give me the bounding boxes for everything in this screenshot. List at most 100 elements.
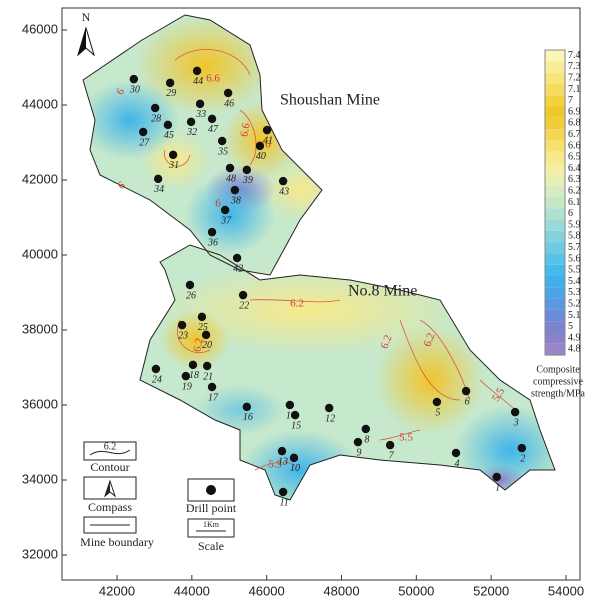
legend-label: Contour	[90, 460, 129, 474]
drill-point-label: 46	[224, 98, 234, 109]
drill-point	[150, 103, 160, 113]
y-tick-label: 44000	[22, 96, 58, 111]
colorbar-cell	[545, 174, 565, 186]
drill-point-label: 24	[152, 374, 162, 385]
contour-label: 6	[114, 86, 127, 97]
drill-point	[492, 472, 501, 482]
legend-scale-value: 1Km	[203, 520, 220, 529]
colorbar-cell	[545, 72, 565, 84]
drill-point-label: 40	[256, 151, 266, 162]
drill-point-label: 26	[186, 290, 196, 301]
colorbar-label: 5.1	[568, 310, 581, 321]
y-tick-label: 38000	[22, 321, 58, 336]
drill-point-label: 2	[520, 453, 525, 464]
drill-point	[207, 227, 217, 237]
legend-label: Mine boundary	[80, 535, 154, 549]
colorbar-label: 6.1	[568, 197, 581, 208]
colorbar-label: 5.3	[568, 287, 581, 298]
colorbar-label: 7.2	[568, 73, 581, 84]
drill-point	[217, 136, 227, 146]
drill-point-label: 11	[279, 497, 288, 508]
y-tick-label: 42000	[22, 171, 58, 186]
drill-point	[165, 78, 175, 88]
drill-point-label: 38	[230, 195, 241, 206]
drill-point-label: 34	[153, 184, 164, 195]
contour-label: 6	[265, 139, 271, 151]
drill-point-label: 13	[278, 456, 288, 467]
colorbar-label: 4.8	[568, 344, 581, 355]
x-tick-label: 52000	[473, 583, 509, 598]
colorbar-cell	[545, 253, 565, 265]
x-tick-label: 50000	[398, 583, 434, 598]
contour-label: 6.2	[422, 331, 438, 348]
drill-point	[207, 382, 217, 392]
colorbar-cell	[545, 242, 565, 254]
drill-point-label: 17	[208, 392, 219, 403]
colorbar-cell	[545, 298, 565, 310]
drill-point	[185, 280, 195, 290]
drill-point	[255, 141, 265, 151]
drill-point-label: 1	[495, 482, 500, 493]
colorbar-label: 5.4	[568, 276, 581, 287]
compass: N	[77, 10, 95, 57]
x-tick-label: 44000	[174, 583, 210, 598]
colorbar-cell	[545, 343, 565, 356]
frame	[61, 7, 581, 581]
colorbar-cell	[545, 163, 565, 175]
drill-point-label: 33	[195, 109, 206, 120]
colorbar-cell	[545, 151, 565, 163]
drill-point	[202, 361, 212, 371]
drill-point	[177, 320, 187, 330]
drill-point	[451, 448, 461, 458]
colorbar-cell	[545, 50, 565, 62]
colorbar-label: 5.9	[568, 219, 581, 230]
contour-label: 5.5	[268, 459, 282, 471]
legend: 6.2 Contour Compass Mine boundary Drill …	[80, 441, 237, 552]
colorbar-label: 7	[568, 95, 573, 106]
legend-label: Scale	[198, 539, 224, 553]
y-tick-label: 36000	[22, 396, 58, 411]
drill-point	[278, 487, 288, 497]
drill-point-label: 22	[239, 300, 249, 311]
drill-point-label: 16	[243, 412, 253, 423]
x-tick-label: 42000	[99, 583, 135, 598]
drill-point-label: 37	[220, 215, 232, 226]
colorbar-cell	[545, 219, 565, 231]
colorbar-cell	[545, 230, 565, 243]
drill-point-label: 39	[242, 175, 253, 186]
drill-point-label: 47	[208, 124, 219, 135]
colorbar-label: 5.8	[568, 231, 581, 242]
drill-point-label: 45	[164, 130, 174, 141]
colorbar-title: Composite	[536, 364, 580, 375]
contour-label: 6	[215, 198, 221, 210]
colorbar-cell	[545, 196, 565, 209]
drill-point-label: 42	[233, 263, 243, 274]
drill-point-label: 44	[193, 76, 203, 87]
drill-point-label: 20	[202, 340, 212, 351]
colorbar-label: 6.5	[568, 152, 581, 163]
drill-point	[242, 165, 252, 175]
contour-label: 6.2	[379, 333, 395, 350]
mine-boundary	[82, 14, 556, 501]
y-tick-label: 34000	[22, 471, 58, 486]
x-tick-label: 48000	[323, 583, 359, 598]
drill-point-label: 25	[198, 322, 208, 333]
drill-point	[188, 360, 198, 370]
drill-point	[232, 253, 242, 263]
drill-point	[289, 453, 299, 463]
drill-point-label: 19	[182, 381, 192, 392]
colorbar-title: strength/MPa	[531, 388, 585, 399]
colorbar-label: 5	[568, 321, 573, 332]
colorbar-label: 7.4	[568, 50, 581, 61]
drill-point	[432, 397, 442, 407]
legend-contour-value: 6.2	[104, 441, 117, 452]
drill-point-label: 32	[186, 127, 197, 138]
colorbar-cell	[545, 106, 565, 118]
colorbar-label: 4.9	[568, 332, 581, 343]
drill-point-label: 41	[263, 135, 273, 146]
contour-label: 5.5	[399, 432, 413, 444]
colorbar-label: 6.4	[568, 163, 581, 174]
drill-point	[262, 125, 272, 135]
drill-point	[220, 205, 230, 215]
y-tick-label: 32000	[22, 546, 58, 561]
